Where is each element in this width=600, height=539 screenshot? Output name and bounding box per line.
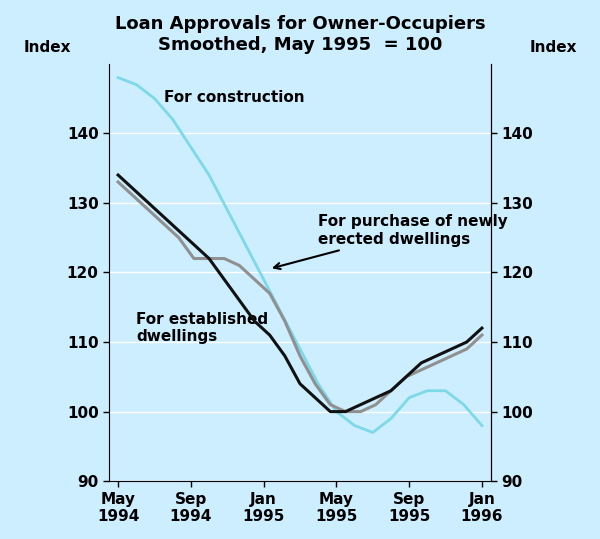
Text: Index: Index (529, 40, 577, 56)
Title: Loan Approvals for Owner-Occupiers
Smoothed, May 1995  = 100: Loan Approvals for Owner-Occupiers Smoot… (115, 15, 485, 54)
Text: For construction: For construction (164, 91, 304, 106)
Text: For established
dwellings: For established dwellings (136, 312, 268, 344)
Text: For purchase of newly
erected dwellings: For purchase of newly erected dwellings (274, 215, 508, 269)
Text: Index: Index (23, 40, 71, 56)
